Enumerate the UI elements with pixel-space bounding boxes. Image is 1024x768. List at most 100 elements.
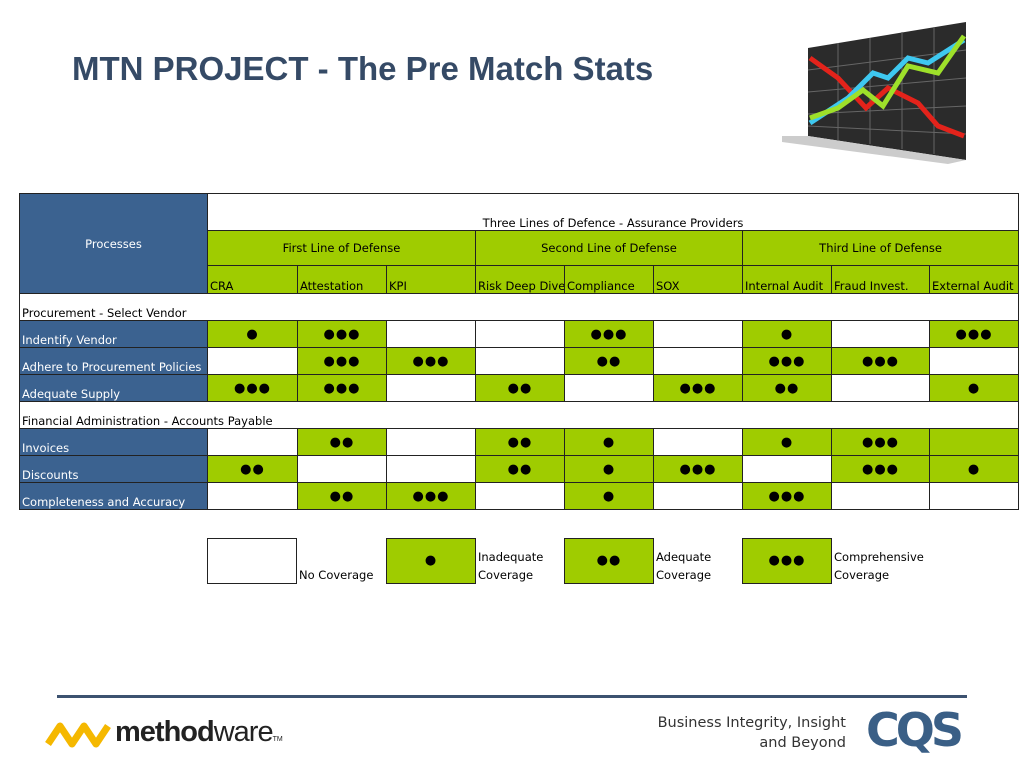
coverage-cell [653,320,743,348]
coverage-cell: ●●● [564,320,654,348]
column-header: External Audit [928,265,1020,294]
tagline-line: and Beyond [759,735,846,751]
coverage-cell: ●●● [297,374,387,402]
coverage-cell [207,482,298,510]
coverage-cell [653,482,743,510]
column-header: Attestation [297,265,387,294]
line-header: Third Line of Defense [741,230,1020,266]
coverage-cell: ●●● [653,374,743,402]
legend-label: Inadequate Coverage [478,550,544,582]
coverage-cell: ● [742,428,832,456]
process-row: Adhere to Procurement Policies ●●● ●●● ●● ●●… [19,347,1020,375]
coverage-cell: ● [564,482,654,510]
coverage-cell [207,347,298,375]
processes-header: Processes [19,193,208,294]
coverage-cell: ● [564,455,654,483]
coverage-cell: ● [928,374,1020,402]
coverage-cell: ●●● [297,347,387,375]
coverage-cell: ●● [742,374,832,402]
process-row: Completeness and Accuracy ●● ●●● ● ●●● [19,482,1020,510]
legend-swatch: ● [386,538,476,584]
column-header: KPI [386,265,476,294]
column-header: Fraud Invest. [831,265,930,294]
header-row: Processes Three Lines of Defence - Assura… [19,193,1020,294]
coverage-cell: ●● [297,482,387,510]
column-header: Risk Deep Dive [475,265,565,294]
coverage-cell [742,455,832,483]
legend-swatch: ●●● [742,538,832,584]
coverage-cell: ●●● [831,347,930,375]
trademark: TM [272,736,283,743]
column-row: CRA Attestation KPI Risk Deep Dive Complianc… [20,265,1020,294]
tagline-line: Business Integrity, Insight [657,715,846,731]
coverage-cell: ●● [475,428,565,456]
coverage-cell [297,455,387,483]
coverage-cell: ●●● [297,320,387,348]
coverage-cell [928,428,1020,456]
column-header: Internal Audit [742,265,832,294]
coverage-cell: ●●● [928,320,1020,348]
logo-light: ware [213,716,274,748]
coverage-cell [475,347,565,375]
methodware-logo: methodwareTM [115,716,283,749]
process-row: Indentify Vendor ● ●●● ●●● ● ●●● [19,320,1020,348]
process-label: Indentify Vendor [19,320,208,348]
coverage-cell: ●●● [386,347,476,375]
group-header: Three Lines of Defence - Assurance Provi… [206,193,1020,231]
column-header: CRA [207,265,298,294]
coverage-cell: ●● [207,455,298,483]
chart-illustration [782,22,967,164]
coverage-cell [386,455,476,483]
coverage-cell: ●● [475,374,565,402]
section-label: Procurement - Select Vendor [18,293,1020,321]
column-header: SOX [653,265,743,294]
coverage-cell [928,347,1020,375]
legend-label: Comprehensive Coverage [834,550,924,582]
legend-swatch: ●● [564,538,654,584]
column-header: Compliance [564,265,654,294]
slide-title: MTN PROJECT - The Pre Match Stats [72,50,654,87]
coverage-cell: ●●● [207,374,298,402]
line-header: First Line of Defense [207,230,476,266]
coverage-cell: ●●● [742,482,832,510]
coverage-cell: ● [564,428,654,456]
coverage-table: Processes Three Lines of Defence - Assura… [18,193,1020,510]
coverage-cell [386,320,476,348]
line-header: Second Line of Defense [475,230,743,266]
process-row: Invoices ●● ●● ● ● ●●● [19,428,1020,456]
section-row: Procurement - Select Vendor [18,293,1020,321]
process-label: Completeness and Accuracy [19,482,208,510]
footer-rule [57,695,967,698]
coverage-cell: ● [207,320,298,348]
coverage-cell [207,428,298,456]
process-row: Discounts ●● ●● ● ●●● ●●● ● [19,455,1020,483]
coverage-cell [831,482,930,510]
coverage-cell: ●● [564,347,654,375]
logo-bold: method [115,716,215,748]
coverage-cell: ●● [297,428,387,456]
coverage-cell: ●●● [653,455,743,483]
coverage-cell [831,374,930,402]
coverage-cell [475,482,565,510]
process-label: Adequate Supply [19,374,208,402]
coverage-cell [386,374,476,402]
coverage-cell: ●●● [831,428,930,456]
coverage-cell [475,320,565,348]
coverage-cell: ●●● [831,455,930,483]
legend-label: No Coverage [299,568,374,582]
coverage-cell [653,428,743,456]
section-label: Financial Administration - Accounts Paya… [18,401,1020,429]
coverage-cell [928,482,1020,510]
section-row: Financial Administration - Accounts Paya… [18,401,1020,429]
coverage-cell: ●● [475,455,565,483]
coverage-cell: ● [742,320,832,348]
coverage-cell: ● [928,455,1020,483]
legend-swatch [207,538,297,584]
line-row: First Line of Defense Second Line of Defe… [20,230,1020,266]
coverage-cell [653,347,743,375]
process-label: Adhere to Procurement Policies [19,347,208,375]
tagline: Business Integrity, Insight and Beyond [658,713,846,753]
coverage-cell: ●●● [742,347,832,375]
process-row: Adequate Supply ●●● ●●● ●● ●●● ●● ● [19,374,1020,402]
